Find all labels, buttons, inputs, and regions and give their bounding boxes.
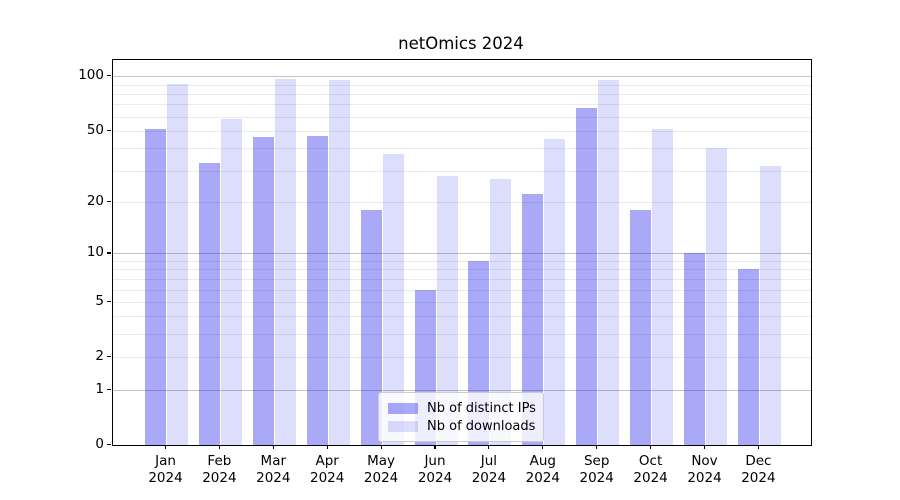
bar-distinct-ips xyxy=(684,253,705,445)
y-gridline-minor xyxy=(113,301,811,303)
bar-distinct-ips xyxy=(630,209,652,445)
y-gridline-major xyxy=(113,389,811,391)
x-tick-label: May 2024 xyxy=(363,453,399,486)
y-tick-label: 10 xyxy=(86,244,104,261)
y-gridline-major xyxy=(113,253,811,255)
bar-downloads xyxy=(490,178,512,445)
x-tick-label: Jul 2024 xyxy=(471,453,507,486)
x-tick-label: Jan 2024 xyxy=(148,453,183,486)
bar-downloads xyxy=(328,80,350,445)
bar-downloads xyxy=(382,154,404,445)
y-tick-label: 100 xyxy=(78,67,104,84)
x-axis-tick xyxy=(272,445,274,449)
x-axis-tick xyxy=(164,445,167,449)
y-tick-label: 2 xyxy=(95,348,104,365)
bar-distinct-ips xyxy=(145,129,166,445)
y-gridline-minor xyxy=(113,170,811,172)
y-gridline-minor xyxy=(113,104,811,106)
x-tick-label: Mar 2024 xyxy=(256,453,291,486)
chart-title: netOmics 2024 xyxy=(398,34,524,53)
y-axis-tick xyxy=(107,129,111,131)
y-axis-tick xyxy=(107,388,111,390)
bar-distinct-ips xyxy=(737,269,759,445)
x-tick-label: Feb 2024 xyxy=(202,453,237,486)
bar-downloads xyxy=(706,148,727,445)
bar-downloads xyxy=(274,78,296,445)
y-gridline-minor xyxy=(113,84,811,86)
plot-area xyxy=(112,59,812,446)
x-tick-label: Aug 2024 xyxy=(525,453,560,486)
y-axis-tick xyxy=(107,300,111,302)
y-axis-tick xyxy=(107,252,111,254)
x-axis-tick xyxy=(218,445,220,449)
x-axis-tick xyxy=(703,445,706,449)
x-axis-tick xyxy=(326,445,328,449)
x-tick-label: Sep 2024 xyxy=(579,453,614,486)
x-axis-tick xyxy=(757,445,759,449)
y-tick-label: 1 xyxy=(95,380,104,397)
y-gridline-minor xyxy=(113,316,811,318)
y-axis-tick xyxy=(107,200,111,202)
y-gridline-minor xyxy=(113,130,811,132)
y-gridline-minor xyxy=(113,148,811,150)
y-axis-tick xyxy=(107,75,111,77)
y-tick-label: 20 xyxy=(86,192,104,209)
bar-downloads xyxy=(759,165,781,445)
y-gridline-minor xyxy=(113,357,811,359)
bar-distinct-ips xyxy=(252,137,274,445)
y-gridline-minor xyxy=(113,278,811,280)
x-tick-label: Apr 2024 xyxy=(310,453,345,486)
x-tick-label: Jun 2024 xyxy=(417,453,453,486)
bar-distinct-ips xyxy=(522,194,544,445)
bar-distinct-ips xyxy=(306,135,328,445)
legend-item-distinct-ips: Nb of distinct IPs xyxy=(388,400,536,416)
bar-downloads xyxy=(436,175,458,445)
bar-distinct-ips xyxy=(360,209,382,445)
y-tick-label: 0 xyxy=(95,436,104,452)
y-gridline-major xyxy=(113,76,811,78)
bar-downloads xyxy=(220,119,242,445)
y-gridline-minor xyxy=(113,116,811,118)
y-axis-tick xyxy=(107,356,111,358)
x-axis-tick xyxy=(488,445,490,449)
bar-distinct-ips xyxy=(198,163,220,445)
bar-downloads xyxy=(544,139,566,445)
legend-swatch-ips xyxy=(388,402,418,414)
y-gridline-minor xyxy=(113,269,811,271)
y-tick-label: 50 xyxy=(86,121,104,138)
y-gridline-minor xyxy=(113,201,811,203)
legend: Nb of distinct IPs Nb of downloads xyxy=(378,392,544,442)
y-gridline-minor xyxy=(113,93,811,95)
legend-swatch-downloads xyxy=(388,420,418,432)
legend-label-downloads: Nb of downloads xyxy=(427,418,536,434)
bar-downloads xyxy=(652,129,674,445)
y-gridline-minor xyxy=(113,334,811,336)
legend-label-ips: Nb of distinct IPs xyxy=(427,400,536,416)
y-gridline-minor xyxy=(113,261,811,262)
legend-item-downloads: Nb of downloads xyxy=(388,418,536,434)
x-tick-label: Nov 2024 xyxy=(687,453,722,486)
y-axis-tick xyxy=(107,444,111,446)
x-tick-label: Oct 2024 xyxy=(633,453,668,486)
y-gridline-minor xyxy=(113,289,811,291)
x-axis-tick xyxy=(434,445,436,449)
bar-distinct-ips xyxy=(576,107,598,445)
bar-downloads xyxy=(167,83,188,445)
x-axis-tick xyxy=(380,445,382,449)
x-axis-tick xyxy=(542,445,544,449)
y-tick-label: 5 xyxy=(95,292,104,309)
x-axis-tick xyxy=(596,445,598,449)
x-tick-label: Dec 2024 xyxy=(741,453,776,486)
x-axis-tick xyxy=(650,445,652,449)
bar-downloads xyxy=(598,80,620,445)
